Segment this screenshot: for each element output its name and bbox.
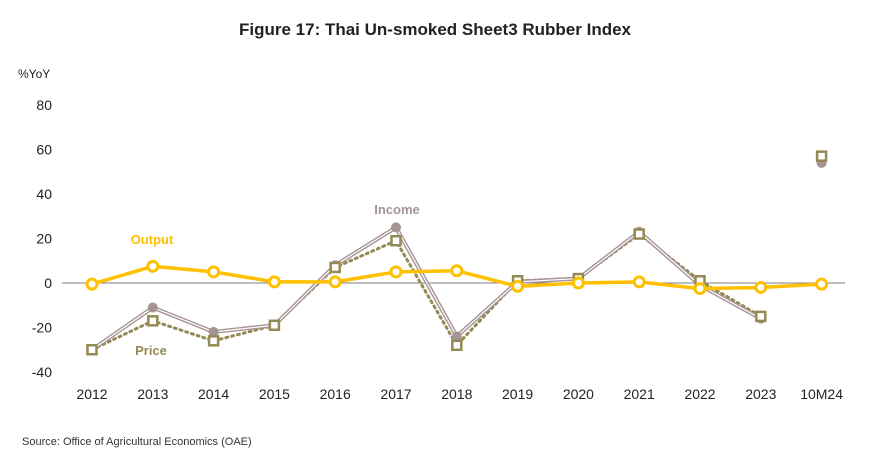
data-point-output xyxy=(571,276,585,290)
series-line-income-highlight xyxy=(91,226,762,351)
data-point-income xyxy=(147,302,158,313)
x-tick-label: 2020 xyxy=(563,386,594,402)
y-tick-label: -20 xyxy=(32,320,52,336)
data-point-income xyxy=(391,222,401,233)
x-tick-label: 2018 xyxy=(441,386,472,402)
series-line-income xyxy=(90,224,762,352)
source-note: Source: Office of Agricultural Economics… xyxy=(22,436,252,448)
x-tick-label: 2023 xyxy=(745,386,776,402)
x-tick-label: 2013 xyxy=(137,386,168,402)
data-point-output xyxy=(450,264,464,278)
data-point-price xyxy=(329,261,341,274)
x-tick-label: 2015 xyxy=(259,386,290,402)
data-point-output xyxy=(146,259,160,273)
y-tick-label: -40 xyxy=(32,364,52,380)
line-chart: %YoY 80 60 40 20 0 -20 -40 2012 2013 2014 2015 2016 2… xyxy=(18,67,845,402)
y-axis-unit-label: %YoY xyxy=(18,67,50,81)
y-tick-label: 0 xyxy=(44,275,52,291)
data-point-price xyxy=(147,315,159,327)
data-point-output xyxy=(389,265,403,279)
x-tick-label: 2016 xyxy=(320,386,351,402)
data-point-output xyxy=(754,280,768,294)
data-point-price xyxy=(451,339,463,352)
data-point-price xyxy=(815,150,828,162)
data-point-price xyxy=(755,310,767,323)
data-point-price xyxy=(86,344,98,356)
x-tick-label: 2021 xyxy=(624,386,655,402)
data-point-price xyxy=(390,234,402,247)
data-point-output xyxy=(815,277,829,291)
y-tick-label: 40 xyxy=(36,186,52,202)
data-point-output xyxy=(511,279,525,293)
data-point-output xyxy=(267,275,281,289)
x-tick-label: 2014 xyxy=(198,386,229,402)
x-tick-label: 10M24 xyxy=(800,386,843,402)
data-point-output xyxy=(693,282,707,296)
data-point-output xyxy=(207,265,221,279)
y-tick-label: 60 xyxy=(36,142,52,158)
chart-title: Figure 17: Thai Un-smoked Sheet3 Rubber … xyxy=(238,20,632,39)
data-point-income xyxy=(451,331,462,342)
x-tick-label: 2019 xyxy=(502,386,533,402)
data-point-output xyxy=(632,275,646,289)
x-tick-label: 2017 xyxy=(380,386,411,402)
y-tick-label: 20 xyxy=(36,231,52,247)
data-point-price xyxy=(633,228,645,240)
x-tick-label: 2012 xyxy=(76,386,107,402)
series-label-price: Price xyxy=(135,343,167,358)
data-point-price xyxy=(268,319,281,332)
series-label-output: Output xyxy=(131,232,174,247)
data-point-output xyxy=(85,277,99,291)
data-point-output xyxy=(328,275,342,289)
data-point-income xyxy=(208,326,219,337)
y-tick-label: 80 xyxy=(36,97,52,113)
data-point-price xyxy=(207,335,220,347)
series-label-income: Income xyxy=(374,202,420,217)
x-tick-label: 2022 xyxy=(684,386,715,402)
